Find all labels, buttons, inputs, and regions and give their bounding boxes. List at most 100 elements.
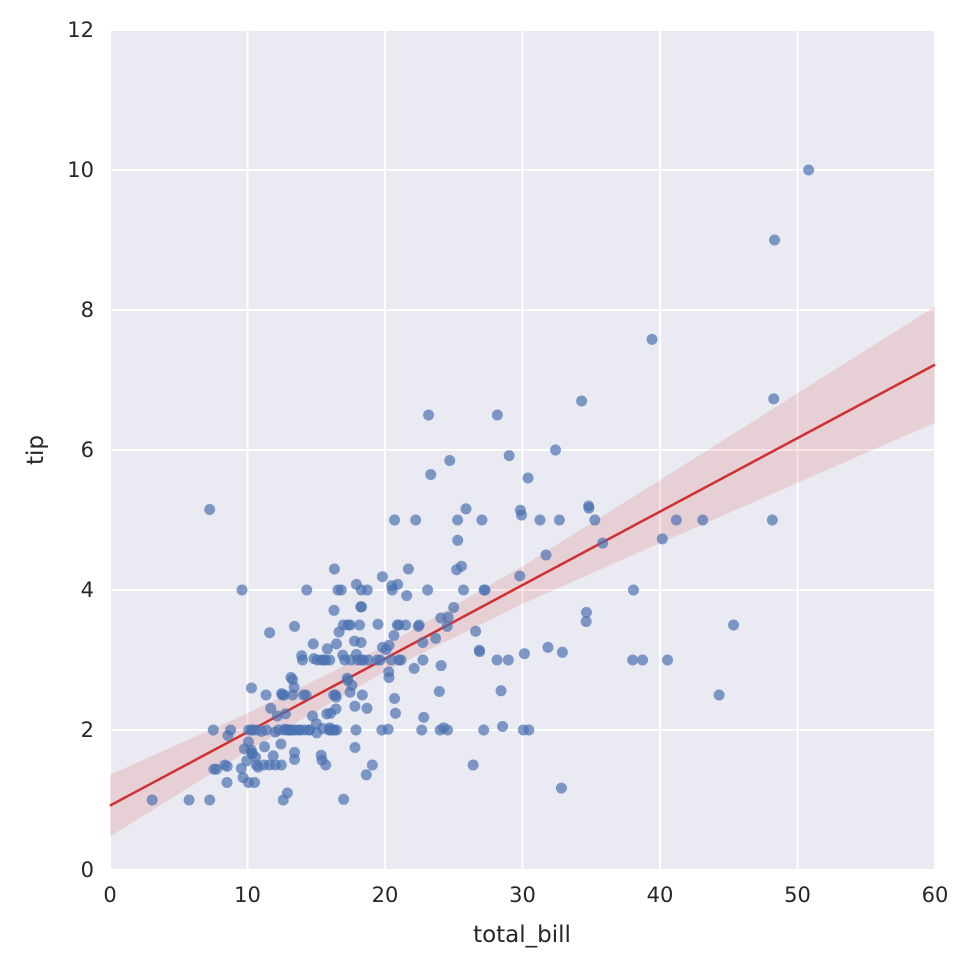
data-point <box>301 584 313 596</box>
data-point <box>803 164 815 176</box>
data-point <box>275 738 287 750</box>
data-point <box>441 620 453 632</box>
data-point <box>277 794 289 806</box>
data-point <box>286 689 298 701</box>
data-point <box>656 533 668 545</box>
y-tick-label: 2 <box>81 718 94 742</box>
data-point <box>236 584 248 596</box>
data-point <box>451 564 463 576</box>
data-point <box>460 503 472 515</box>
data-point <box>345 654 357 666</box>
data-point <box>350 724 362 736</box>
data-point <box>330 703 342 715</box>
data-point <box>418 711 430 723</box>
y-tick-label: 6 <box>81 438 94 462</box>
data-point <box>491 654 503 666</box>
data-point <box>297 654 308 666</box>
data-point <box>503 450 515 462</box>
data-point <box>278 689 290 701</box>
data-point <box>476 514 488 526</box>
data-point <box>417 654 429 666</box>
data-point <box>627 584 639 596</box>
data-point <box>768 393 780 405</box>
x-tick-label: 40 <box>647 883 674 907</box>
data-point <box>241 755 253 767</box>
data-point <box>221 777 233 788</box>
data-point <box>341 672 353 684</box>
data-point <box>728 619 740 631</box>
data-point <box>243 724 255 736</box>
data-point <box>393 654 405 666</box>
data-point <box>242 777 254 788</box>
y-tick-label: 8 <box>81 298 94 322</box>
data-point <box>207 724 219 736</box>
data-point <box>355 637 367 648</box>
data-point <box>553 514 565 526</box>
data-point <box>713 689 725 701</box>
data-point <box>219 759 231 771</box>
x-tick-label: 30 <box>509 883 536 907</box>
data-point <box>448 602 460 613</box>
data-point <box>204 794 216 806</box>
y-tick-label: 4 <box>81 578 94 602</box>
data-point <box>697 514 709 526</box>
data-point <box>478 724 490 736</box>
data-point <box>452 514 464 526</box>
data-point <box>522 472 534 484</box>
data-point <box>386 584 398 596</box>
data-point <box>597 537 609 549</box>
data-point <box>183 794 195 806</box>
data-point <box>279 708 291 720</box>
data-point <box>328 563 340 575</box>
data-point <box>321 643 333 655</box>
data-point <box>391 619 403 631</box>
data-point <box>556 646 568 658</box>
data-point <box>491 409 503 421</box>
data-point <box>328 689 340 701</box>
data-point <box>542 641 554 653</box>
data-point <box>769 234 781 246</box>
data-point <box>555 782 567 794</box>
data-point <box>361 702 373 714</box>
data-point <box>264 627 276 639</box>
data-point <box>260 689 272 701</box>
data-point <box>315 749 327 761</box>
data-point <box>283 724 295 736</box>
y-tick-label: 0 <box>81 858 94 882</box>
data-point <box>385 654 397 666</box>
data-point <box>637 654 649 666</box>
data-point <box>307 710 319 722</box>
data-point <box>467 759 479 771</box>
data-point <box>307 638 319 650</box>
data-point <box>275 759 287 771</box>
data-point <box>263 759 275 771</box>
data-point <box>430 632 442 644</box>
data-point <box>433 686 445 697</box>
data-point <box>425 469 437 480</box>
data-point <box>410 514 422 526</box>
data-point <box>204 504 216 515</box>
x-tick-label: 60 <box>922 883 949 907</box>
data-point <box>333 626 345 638</box>
data-point <box>389 707 401 719</box>
data-point <box>627 654 639 666</box>
data-point <box>444 455 456 466</box>
data-point <box>287 674 299 686</box>
data-point <box>388 514 400 526</box>
data-point <box>550 444 561 456</box>
data-point <box>356 689 368 701</box>
x-tick-label: 0 <box>103 883 116 907</box>
data-point <box>422 584 434 596</box>
data-point <box>589 514 601 526</box>
data-point <box>452 534 464 546</box>
data-point <box>267 750 279 762</box>
data-point <box>417 637 429 648</box>
data-point <box>289 753 301 765</box>
data-point <box>470 625 482 637</box>
data-point <box>580 616 592 627</box>
data-point <box>297 689 309 701</box>
data-point <box>245 682 257 694</box>
data-point <box>408 662 420 674</box>
data-point <box>376 724 388 736</box>
data-point <box>534 514 546 526</box>
